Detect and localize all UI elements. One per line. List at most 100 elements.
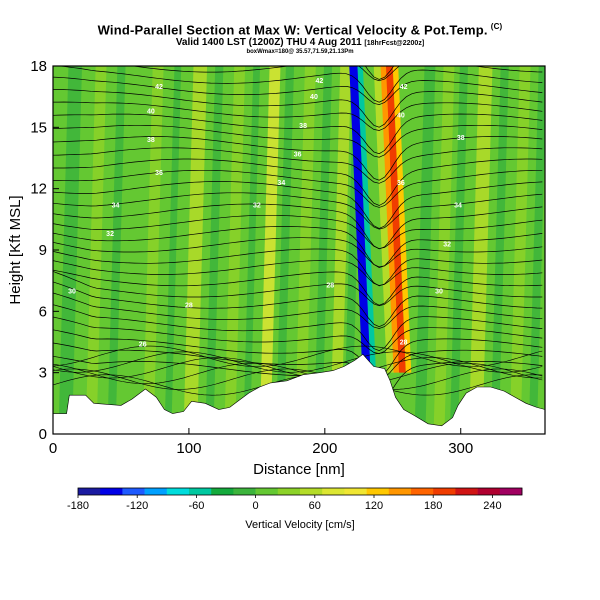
updraft-band	[392, 66, 412, 373]
isentrope-label-text: 30	[435, 288, 443, 295]
isentrope-label: 30	[435, 288, 443, 295]
x-axis: 0 100 200 300	[49, 428, 473, 457]
colorbar-frame	[77, 487, 523, 496]
chart-subtitle: Valid 1400 LST (1200Z) THU 4 Aug 2011 [1…	[0, 37, 600, 48]
terrain-mask	[53, 353, 545, 434]
updraft-band	[357, 66, 376, 373]
x-axis-label: Distance [nm]	[253, 461, 345, 478]
isentrope-line	[53, 271, 543, 307]
isentrope-label: 32	[253, 203, 261, 210]
isentrope-line	[53, 169, 543, 208]
isentrope-label-text: 36	[155, 170, 163, 177]
velocity-streak	[449, 66, 469, 434]
isentrope-line	[53, 34, 542, 59]
isentrope-label: 28	[400, 340, 408, 347]
velocity-streak	[294, 66, 316, 434]
isentrope-line	[53, 136, 543, 181]
isentrope-label-text: 34	[454, 203, 462, 210]
updraft-band	[373, 66, 395, 373]
velocity-streak	[107, 66, 126, 434]
colorbar-label: Vertical Velocity [cm/s]	[245, 519, 354, 531]
isentrope-label: 40	[147, 108, 155, 115]
colorbar-swatch	[411, 488, 434, 495]
colorbar-swatch	[78, 488, 101, 495]
isentrope-label: 28	[185, 303, 193, 310]
colorbar-tick-label: -60	[188, 500, 204, 512]
isentrope-label: 30	[68, 288, 76, 295]
colorbar-swatch	[433, 488, 456, 495]
colorbar-swatch	[122, 488, 145, 495]
isentrope-line	[53, 248, 543, 287]
isentrope-label: 38	[147, 137, 155, 144]
isentrope-label-text: 42	[315, 78, 323, 85]
isentrope-line-low	[53, 345, 543, 367]
x-tick-label: 0	[49, 440, 57, 457]
isentrope-line	[53, 355, 543, 404]
isentrope-label-text: 26	[139, 342, 147, 349]
isentrope-line-low	[53, 351, 543, 373]
colorbar-tick-label: 240	[483, 500, 501, 512]
isentrope-line	[53, 214, 543, 249]
y-tick-label: 3	[39, 365, 47, 382]
isentrope-label-text: 38	[457, 135, 465, 142]
velocity-streak	[224, 66, 246, 434]
y-axis: 0 3 6 9 12 15 18	[30, 58, 59, 443]
y-tick-label: 15	[30, 119, 47, 136]
isentrope-label-text: 28	[185, 303, 193, 310]
isentrope-label-text: 32	[253, 203, 261, 210]
isentrope-line	[53, 342, 543, 381]
isentrope-label-text: 30	[68, 288, 76, 295]
velocity-streak	[509, 66, 531, 434]
y-tick-label: 6	[39, 303, 47, 320]
isentrope-label: 42	[155, 84, 163, 91]
colorbar-swatch	[322, 488, 345, 495]
velocity-streak	[85, 66, 107, 434]
isentrope-line	[53, 158, 543, 206]
isentrope-label-text: 42	[400, 84, 408, 91]
title-symbol: (C)	[490, 22, 503, 31]
isentrope-label: 34	[112, 203, 120, 210]
isentrope-line	[53, 89, 543, 128]
subtitle-main: Valid 1400 LST (1200Z) THU 4 Aug 2011	[175, 37, 362, 48]
isentrope-line-low	[53, 363, 543, 385]
y-axis-label: Height [Kft MSL]	[7, 195, 24, 304]
velocity-streak	[490, 66, 509, 434]
isentrope-line	[53, 237, 543, 268]
isentrope-line	[53, 124, 543, 158]
isentrope-label-text: 38	[299, 123, 307, 130]
colorbar-swatch	[277, 488, 301, 495]
isentrope-label-text: 40	[147, 108, 155, 115]
isentrope-line	[53, 259, 543, 286]
colorbar-swatch	[211, 488, 234, 495]
x-tick-label: 300	[448, 440, 473, 457]
updraft-band	[385, 66, 406, 373]
isentrope-label-text: 40	[310, 94, 318, 101]
isentrope-label-text: 40	[397, 113, 405, 120]
isentrope-label: 38	[299, 123, 307, 130]
velocity-streak	[183, 66, 208, 434]
isentrope-line	[53, 192, 543, 230]
isentrope-label: 36	[397, 180, 405, 187]
isentrope-label: 40	[397, 113, 405, 120]
colorbar-swatch	[455, 488, 478, 495]
isentrope-label: 28	[326, 282, 334, 289]
chart-title: Wind-Parallel Section at Max W: Vertical…	[0, 22, 600, 37]
isentrope-line	[53, 316, 543, 354]
isentrope-label: 32	[106, 231, 114, 238]
colorbar-swatch	[189, 488, 212, 495]
velocity-streak	[433, 66, 455, 434]
isentrope-label: 32	[443, 241, 451, 248]
y-tick-label: 0	[39, 426, 47, 443]
colorbar-swatch	[166, 488, 190, 495]
isentrope-line	[53, 304, 543, 351]
isentrope-label-text: 32	[106, 231, 114, 238]
isentrope-line	[53, 101, 543, 131]
isentrope-line	[53, 292, 543, 329]
velocity-streak	[205, 66, 224, 434]
velocity-streak	[528, 66, 545, 434]
isentrope-line	[53, 113, 543, 155]
isentrope-label-text: 38	[147, 137, 155, 144]
colorbar-swatch	[144, 488, 168, 495]
colorbar-swatch	[255, 488, 279, 495]
isentrope-label-text: 28	[400, 340, 408, 347]
